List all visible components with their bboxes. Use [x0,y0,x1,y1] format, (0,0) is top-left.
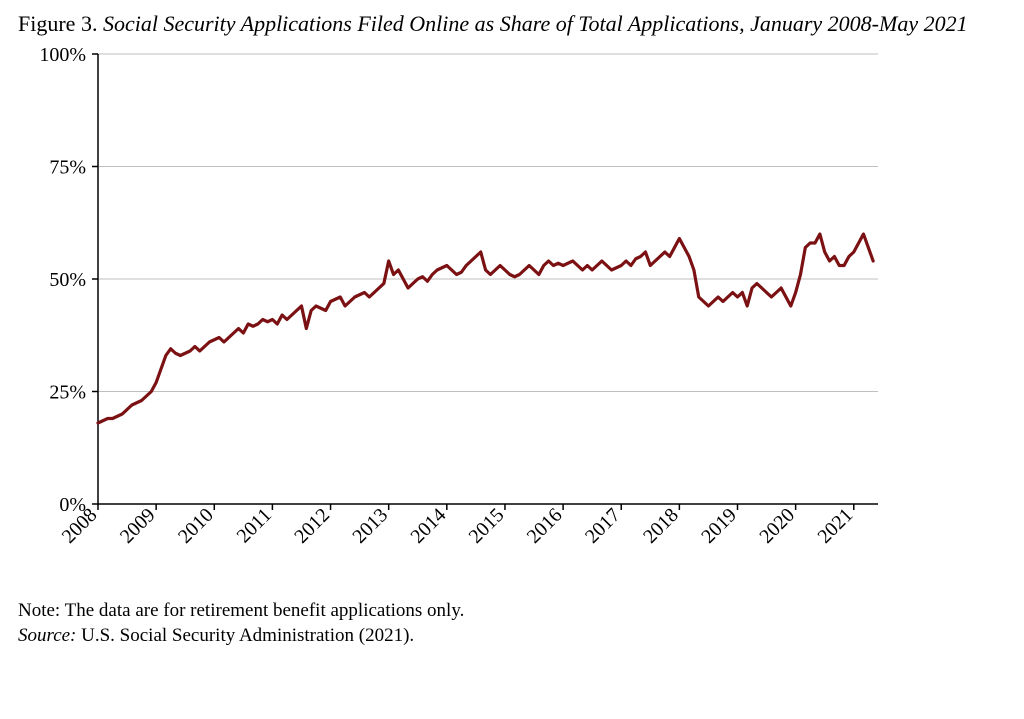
figure-title-text: Social Security Applications Filed Onlin… [103,11,968,36]
y-tick-label: 50% [49,269,86,291]
y-tick-label: 75% [49,156,86,178]
chart-svg: 0%25%50%75%100%2008200920102011201220132… [18,44,888,584]
note-text: The data are for retirement benefit appl… [65,600,465,621]
y-tick-label: 100% [39,44,86,66]
chart-background [18,44,888,584]
y-tick-label: 25% [49,381,86,403]
source-label: Source: [18,625,76,646]
figure-footnotes: Note: The data are for retirement benefi… [18,598,1006,649]
note-line: Note: The data are for retirement benefi… [18,598,1006,624]
note-label: Note: [18,600,60,621]
figure-container: Figure 3. Social Security Applications F… [0,0,1024,719]
source-line: Source: U.S. Social Security Administrat… [18,623,1006,649]
figure-number: Figure 3. [18,11,97,36]
figure-title: Figure 3. Social Security Applications F… [18,10,1006,38]
source-text: U.S. Social Security Administration (202… [81,625,414,646]
line-chart: 0%25%50%75%100%2008200920102011201220132… [18,44,888,584]
